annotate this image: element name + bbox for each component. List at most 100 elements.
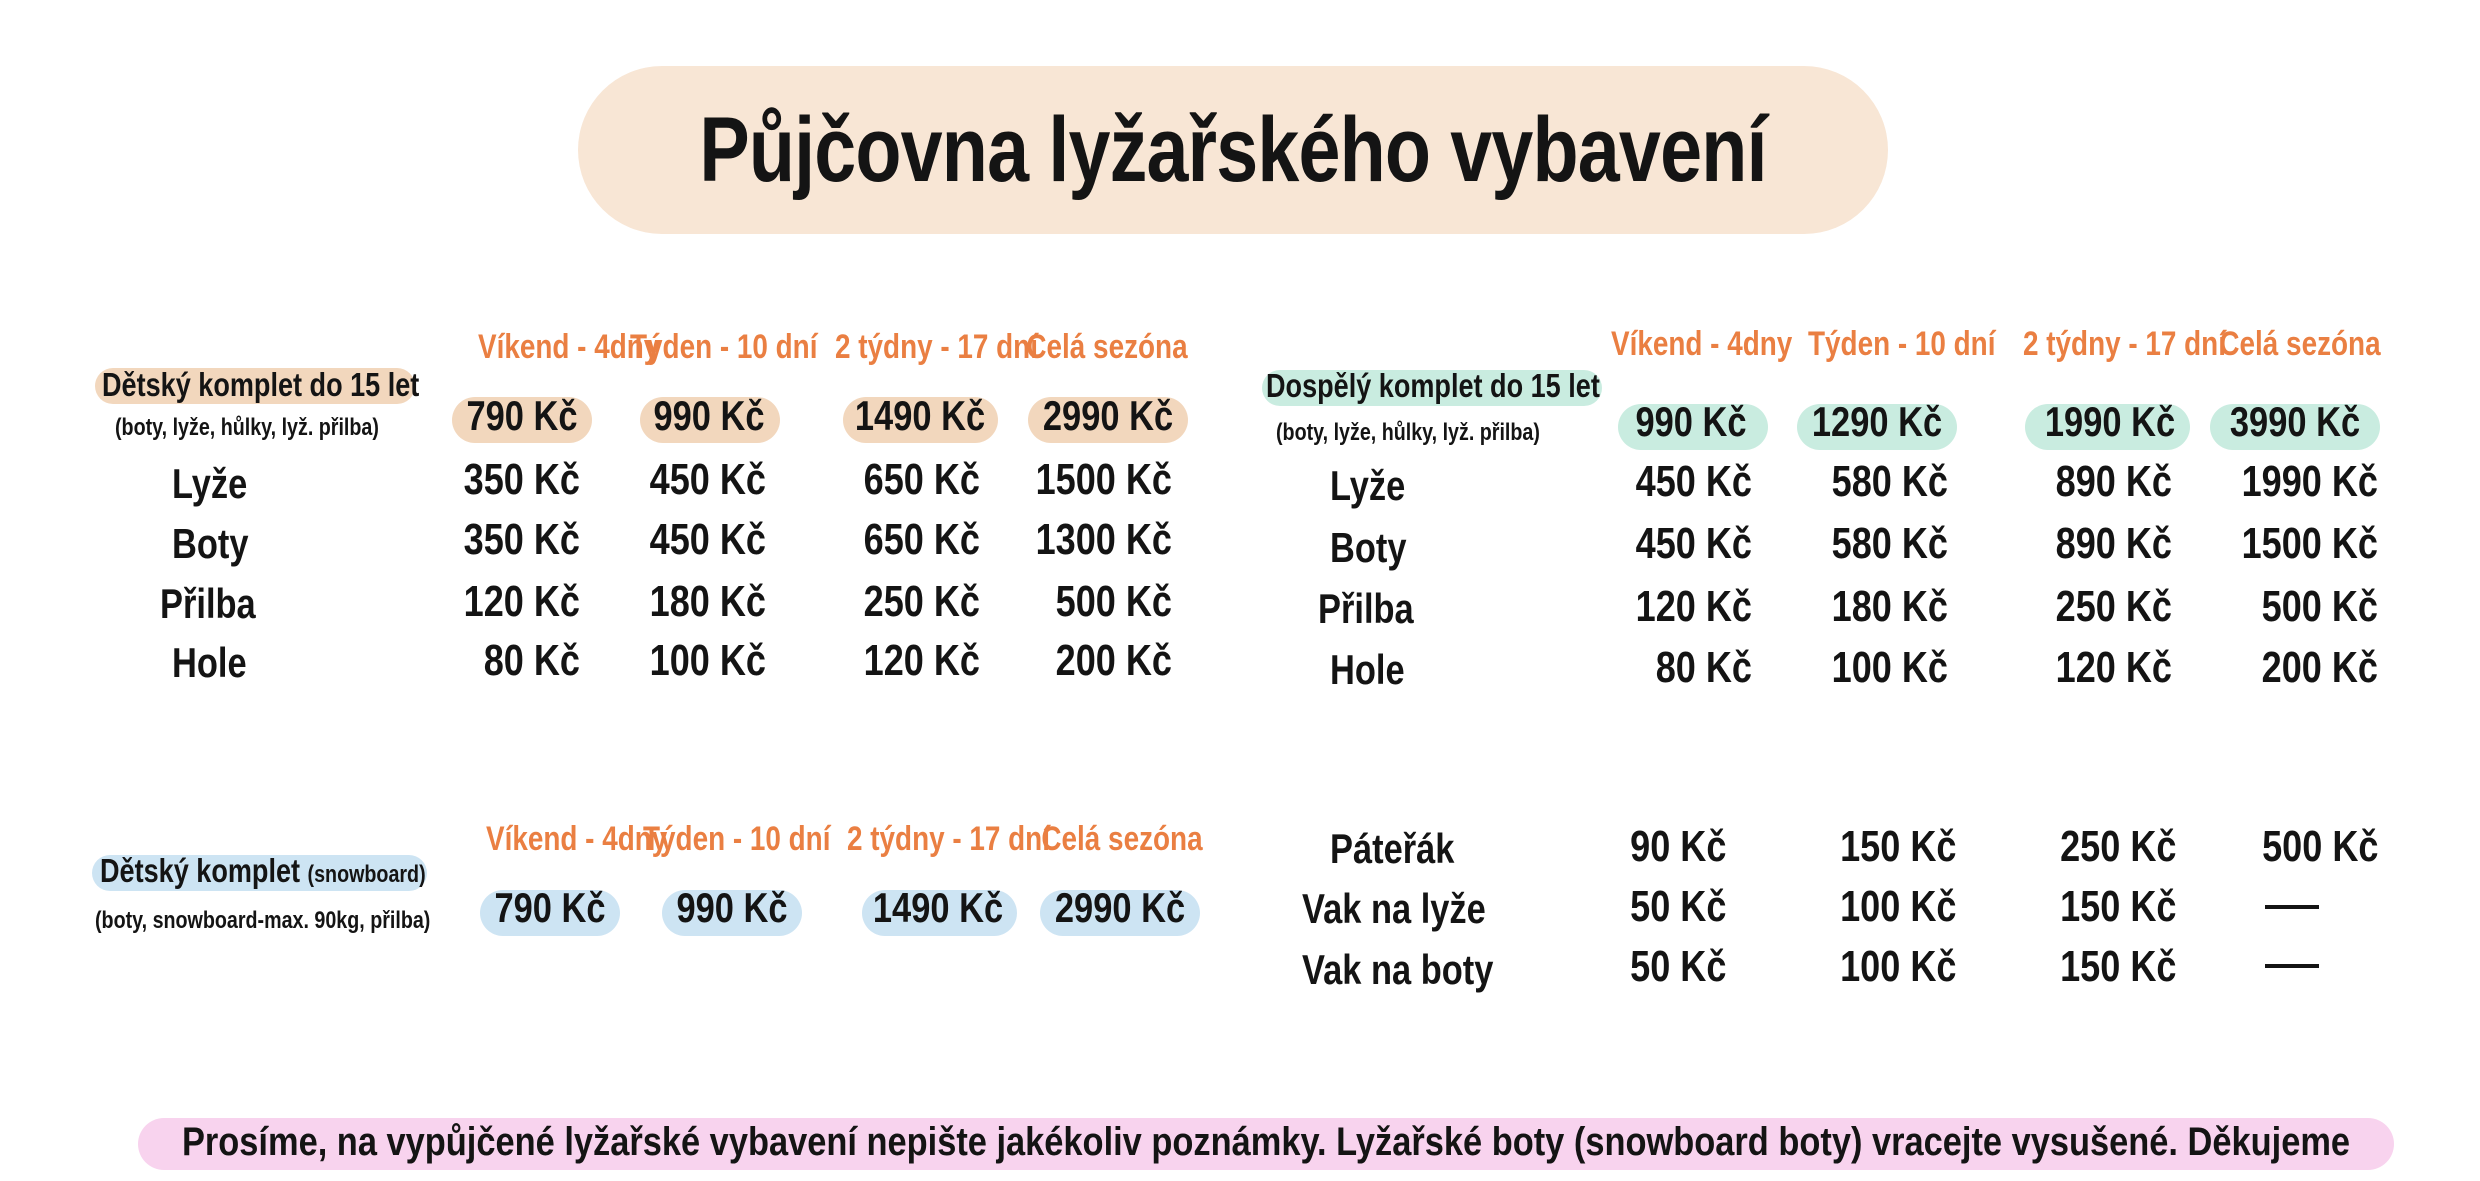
kids-ski-package-price: 990 Kč — [653, 392, 765, 439]
snowboard-package-title: Dětský komplet — [100, 852, 301, 889]
kids-ski-package-sublabel: (boty, lyže, hůlky, lyž. přilba) — [115, 414, 379, 441]
title-background — [578, 66, 1888, 234]
kids-ski-price-highlight — [640, 397, 780, 443]
snowboard-label-highlight — [92, 855, 427, 891]
kids-ski-label-highlight — [95, 368, 415, 404]
adult-ski-package-sublabel: (boty, lyže, hůlky, lyž. přilba) — [1276, 419, 1540, 446]
accessory-price: 100 Kč — [1840, 942, 1957, 991]
kids-ski-price: 500 Kč — [1055, 577, 1172, 626]
snowboard-package-suffix: (snowboard) — [307, 861, 426, 888]
kids-ski-price: 450 Kč — [649, 455, 766, 504]
snowboard-header-two-weeks: 2 týdny - 17 dní — [847, 820, 1050, 858]
kids-ski-package-price: 2990 Kč — [1042, 392, 1174, 439]
kids-ski-item-label: Přilba — [160, 580, 256, 627]
kids-ski-price: 650 Kč — [863, 515, 980, 564]
snowboard-price-highlight — [862, 890, 1017, 936]
kids-ski-price: 1300 Kč — [1035, 515, 1172, 564]
snowboard-package-sublabel: (boty, snowboard-max. 90kg, přilba) — [95, 907, 431, 934]
accessory-price: 50 Kč — [1630, 882, 1727, 931]
adult-ski-item-label: Hole — [1330, 646, 1405, 693]
kids-ski-header-week: Týden - 10 dní — [630, 328, 818, 366]
accessory-price: 150 Kč — [2060, 942, 2177, 991]
adult-ski-price: 80 Kč — [1655, 643, 1752, 692]
adult-ski-header-season: Celá sezóna — [2219, 325, 2381, 363]
adult-ski-price: 1990 Kč — [2241, 457, 2378, 506]
adult-ski-price: 200 Kč — [2261, 643, 2378, 692]
kids-ski-price-highlight — [452, 397, 592, 443]
accessory-price: 50 Kč — [1630, 942, 1727, 991]
kids-ski-header-two-weeks: 2 týdny - 17 dní — [835, 328, 1038, 366]
adult-ski-price: 580 Kč — [1831, 457, 1948, 506]
kids-ski-price: 450 Kč — [649, 515, 766, 564]
adult-ski-header-week: Týden - 10 dní — [1808, 325, 1996, 363]
adult-ski-price: 890 Kč — [2055, 457, 2172, 506]
page-title: Půjčovna lyžařského vybavení — [699, 98, 1767, 201]
adult-ski-price-highlight — [2025, 404, 2190, 450]
snowboard-header-week: Týden - 10 dní — [643, 820, 831, 858]
kids-ski-price: 180 Kč — [649, 577, 766, 626]
no-price-dash — [2265, 905, 2319, 909]
adult-ski-price: 580 Kč — [1831, 519, 1948, 568]
accessory-item-label: Páteřák — [1330, 825, 1455, 872]
adult-ski-price: 120 Kč — [1635, 582, 1752, 631]
kids-ski-header-weekend: Víkend - 4dny — [478, 328, 660, 366]
no-price-dash — [2265, 964, 2319, 968]
adult-ski-label-highlight — [1262, 370, 1602, 406]
kids-ski-package-price: 1490 Kč — [854, 392, 986, 439]
kids-ski-price-highlight — [1028, 397, 1188, 443]
kids-ski-price: 650 Kč — [863, 455, 980, 504]
adult-ski-price: 1500 Kč — [2241, 519, 2378, 568]
footer-note: Prosíme, na vypůjčené lyžařské vybavení … — [181, 1119, 2351, 1164]
adult-ski-price: 100 Kč — [1831, 643, 1948, 692]
accessory-price: 100 Kč — [1840, 882, 1957, 931]
snowboard-price-highlight — [662, 890, 802, 936]
adult-ski-price-highlight — [1618, 404, 1768, 450]
snowboard-package-price: 790 Kč — [494, 884, 606, 931]
adult-ski-price: 450 Kč — [1635, 457, 1752, 506]
kids-ski-price: 80 Kč — [483, 636, 580, 685]
kids-ski-price: 250 Kč — [863, 577, 980, 626]
kids-ski-item-label: Boty — [172, 520, 249, 567]
kids-ski-package-price: 790 Kč — [466, 392, 578, 439]
kids-ski-header-season: Celá sezóna — [1026, 328, 1188, 366]
snowboard-package-label: Dětský komplet (snowboard) — [100, 852, 426, 890]
adult-ski-item-label: Přilba — [1318, 585, 1414, 632]
kids-ski-item-label: Hole — [172, 639, 247, 686]
kids-ski-price: 1500 Kč — [1035, 455, 1172, 504]
snowboard-header-season: Celá sezóna — [1041, 820, 1203, 858]
snowboard-package-price: 990 Kč — [676, 884, 788, 931]
kids-ski-price: 120 Kč — [863, 636, 980, 685]
adult-ski-price: 180 Kč — [1831, 582, 1948, 631]
adult-ski-header-weekend: Víkend - 4dny — [1611, 325, 1793, 363]
accessory-price: 90 Kč — [1630, 822, 1727, 871]
adult-ski-price: 120 Kč — [2055, 643, 2172, 692]
adult-ski-package-price: 3990 Kč — [2229, 398, 2361, 445]
adult-ski-price: 450 Kč — [1635, 519, 1752, 568]
accessory-price: 250 Kč — [2060, 822, 2177, 871]
accessory-item-label: Vak na boty — [1302, 946, 1494, 993]
adult-ski-price-highlight — [2210, 404, 2380, 450]
accessory-price: 150 Kč — [1840, 822, 1957, 871]
adult-ski-package-label: Dospělý komplet do 15 let — [1266, 367, 1600, 404]
kids-ski-item-label: Lyže — [172, 460, 248, 507]
adult-ski-item-label: Lyže — [1330, 462, 1406, 509]
adult-ski-price-highlight — [1797, 404, 1957, 450]
accessory-item-label: Vak na lyže — [1302, 885, 1486, 932]
kids-ski-price-highlight — [843, 397, 998, 443]
adult-ski-package-price: 990 Kč — [1635, 398, 1747, 445]
snowboard-package-price: 2990 Kč — [1054, 884, 1186, 931]
adult-ski-package-price: 1290 Kč — [1811, 398, 1943, 445]
adult-ski-package-price: 1990 Kč — [2044, 398, 2176, 445]
adult-ski-price: 890 Kč — [2055, 519, 2172, 568]
adult-ski-price: 250 Kč — [2055, 582, 2172, 631]
kids-ski-price: 120 Kč — [463, 577, 580, 626]
snowboard-price-highlight — [1040, 890, 1200, 936]
snowboard-header-weekend: Víkend - 4dny — [486, 820, 668, 858]
kids-ski-price: 200 Kč — [1055, 636, 1172, 685]
snowboard-price-highlight — [480, 890, 620, 936]
accessory-price: 500 Kč — [2262, 822, 2379, 871]
kids-ski-price: 100 Kč — [649, 636, 766, 685]
adult-ski-item-label: Boty — [1330, 524, 1407, 571]
adult-ski-price: 500 Kč — [2261, 582, 2378, 631]
kids-ski-price: 350 Kč — [463, 515, 580, 564]
